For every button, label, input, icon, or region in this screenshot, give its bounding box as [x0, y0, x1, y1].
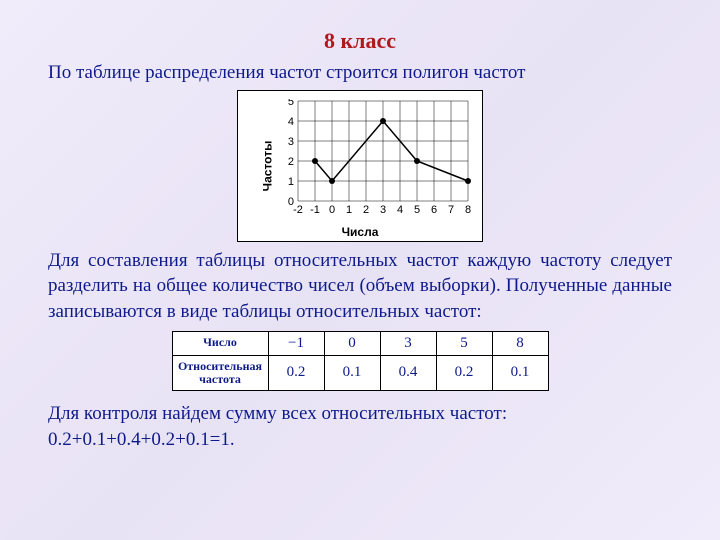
svg-text:3: 3: [288, 136, 294, 148]
table-row: Относительная частота 0.2 0.1 0.4 0.2 0.…: [172, 355, 548, 390]
svg-text:8: 8: [465, 204, 471, 216]
page-title: 8 класс: [48, 28, 672, 54]
svg-text:4: 4: [288, 116, 294, 128]
table-cell: 0.2: [436, 355, 492, 390]
explanation-paragraph: Для составления таблицы относительных ча…: [48, 248, 672, 325]
control-line-1: Для контроля найдем сумму всех относител…: [48, 401, 672, 427]
svg-text:7: 7: [448, 204, 454, 216]
table-cell: 0.2: [268, 355, 324, 390]
svg-text:-2: -2: [293, 204, 303, 216]
svg-text:4: 4: [397, 204, 403, 216]
table-cell: 5: [436, 331, 492, 355]
svg-text:2: 2: [363, 204, 369, 216]
svg-text:5: 5: [288, 99, 294, 108]
table-container: Число −1 0 3 5 8 Относительная частота 0…: [48, 331, 672, 391]
svg-text:0: 0: [329, 204, 335, 216]
table-cell: 0.1: [324, 355, 380, 390]
table-cell: 0.4: [380, 355, 436, 390]
svg-text:2: 2: [288, 156, 294, 168]
relative-frequency-table: Число −1 0 3 5 8 Относительная частота 0…: [172, 331, 549, 391]
svg-text:3: 3: [380, 204, 386, 216]
frequency-polygon-chart: Частоты Числа -2-1012345678012345: [237, 90, 483, 242]
intro-paragraph: По таблице распределения частот строится…: [48, 60, 672, 86]
svg-text:5: 5: [414, 204, 420, 216]
table-cell: 0.1: [492, 355, 548, 390]
control-line-2: 0.2+0.1+0.4+0.2+0.1=1.: [48, 427, 672, 453]
table-cell: 3: [380, 331, 436, 355]
table-row: Число −1 0 3 5 8: [172, 331, 548, 355]
chart-container: Частоты Числа -2-1012345678012345: [48, 90, 672, 242]
svg-text:-1: -1: [310, 204, 320, 216]
table-cell: 0: [324, 331, 380, 355]
svg-text:6: 6: [431, 204, 437, 216]
chart-y-label: Частоты: [260, 140, 274, 191]
row-header: Относительная частота: [172, 355, 268, 390]
table-cell: −1: [268, 331, 324, 355]
chart-plot: -2-1012345678012345: [284, 99, 474, 219]
table-cell: 8: [492, 331, 548, 355]
row-header: Число: [172, 331, 268, 355]
svg-text:0: 0: [288, 196, 294, 208]
svg-text:1: 1: [346, 204, 352, 216]
chart-x-label: Числа: [342, 225, 379, 239]
svg-text:1: 1: [288, 176, 294, 188]
